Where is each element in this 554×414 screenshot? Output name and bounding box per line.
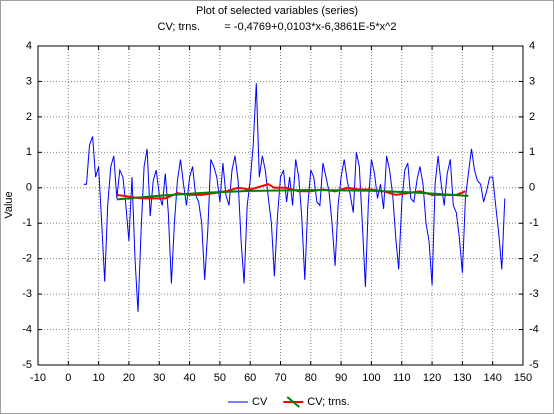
y-tick-label: -2 xyxy=(529,253,539,265)
x-tick-label: 30 xyxy=(153,372,165,384)
x-tick-label: 150 xyxy=(514,372,532,384)
fit-line xyxy=(116,188,469,201)
y-tick-label: 3 xyxy=(26,75,32,87)
y-tick-label: 3 xyxy=(529,75,535,87)
y-tick-label: 1 xyxy=(529,146,535,158)
legend-label: CV xyxy=(252,396,268,408)
y-tick-label: 1 xyxy=(26,146,32,158)
x-tick-label: 100 xyxy=(362,372,380,384)
x-tick-label: 80 xyxy=(305,372,317,384)
series-line xyxy=(83,83,506,312)
x-tick-label: 110 xyxy=(393,372,411,384)
x-tick-label: 50 xyxy=(214,372,226,384)
y-tick-label: 2 xyxy=(26,111,32,123)
x-tick-label: 70 xyxy=(274,372,286,384)
x-tick-label: 20 xyxy=(123,372,135,384)
y-tick-label: -3 xyxy=(22,288,32,300)
plot-frame xyxy=(37,45,524,366)
y-tick-label: 2 xyxy=(529,111,535,123)
x-tick-label: 40 xyxy=(183,372,195,384)
legend-label: CV; trns. xyxy=(307,396,349,408)
y-tick-label: -3 xyxy=(529,288,539,300)
x-tick-label: 60 xyxy=(244,372,256,384)
x-tick-label: 0 xyxy=(65,372,71,384)
y-tick-label: -4 xyxy=(529,323,539,335)
y-tick-label: -5 xyxy=(22,359,32,371)
y-tick-label: 4 xyxy=(26,40,32,52)
x-tick-label: 140 xyxy=(484,372,502,384)
y-tick-label: -2 xyxy=(22,253,32,265)
y-tick-label: -1 xyxy=(22,217,32,229)
x-tick-label: 90 xyxy=(335,372,347,384)
y-tick-label: 4 xyxy=(529,40,535,52)
y-tick-label: -1 xyxy=(529,217,539,229)
x-tick-label: 10 xyxy=(93,372,105,384)
x-tick-label: -10 xyxy=(30,372,46,384)
legend-swatch xyxy=(286,396,300,408)
y-tick-label: 0 xyxy=(26,182,32,194)
y-tick-label: -4 xyxy=(22,323,32,335)
chart-subtitle: CV; trns. = -0,4769+0,0103*x-6,3861E-5*x… xyxy=(158,21,397,33)
x-tick-label: 130 xyxy=(453,372,471,384)
y-tick-label: -5 xyxy=(529,359,539,371)
y-tick-label: 0 xyxy=(529,182,535,194)
y-axis-label: Value xyxy=(3,191,15,218)
x-tick-label: 120 xyxy=(423,372,441,384)
chart-title: Plot of selected variables (series) xyxy=(196,5,358,17)
